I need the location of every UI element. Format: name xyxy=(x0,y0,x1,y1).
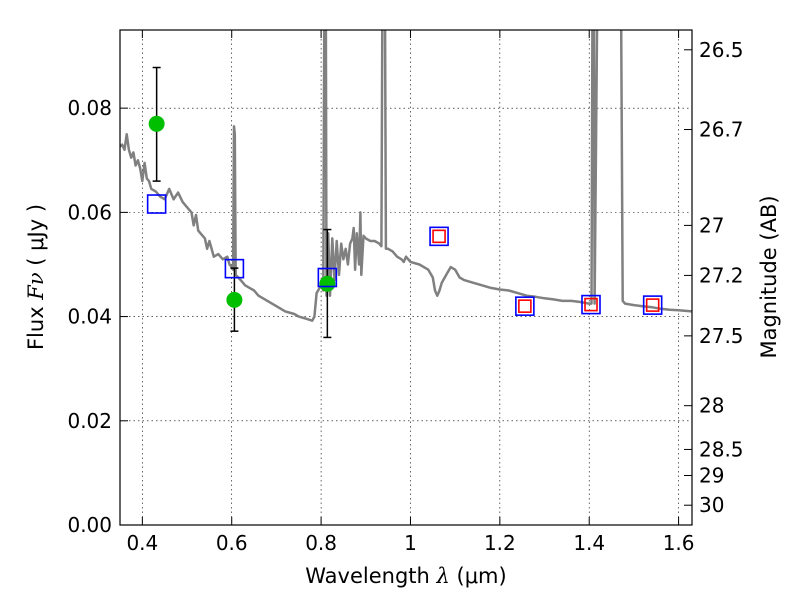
model-flux-square xyxy=(429,226,449,247)
y2-tick-label: 26.7 xyxy=(699,118,744,142)
observed-flux-point xyxy=(148,115,165,132)
predicted-flux-square xyxy=(432,229,446,244)
model-flux-square xyxy=(146,194,167,214)
y-tick-label: 0.08 xyxy=(67,96,112,120)
y2-tick-label: 29 xyxy=(699,464,724,488)
x-tick-label: 1.4 xyxy=(573,531,605,555)
y2-axis-title: Magnitude (AB) xyxy=(757,195,781,358)
y2-tick-label: 27 xyxy=(699,213,724,237)
y2-tick-label: 30 xyxy=(699,493,724,517)
observed-flux-point xyxy=(226,291,243,308)
model-flux-square xyxy=(642,295,663,315)
model-flux-square xyxy=(224,258,245,279)
model-spectrum-line xyxy=(120,30,692,322)
model-flux-square xyxy=(581,294,601,315)
x-axis-title: Wavelength λ (μm) xyxy=(305,564,506,588)
x-tick-label: 1.6 xyxy=(663,531,695,555)
predicted-flux-square xyxy=(518,299,532,313)
y-tick-label: 0.04 xyxy=(67,305,112,329)
observed-flux-point xyxy=(319,275,336,292)
y2-tick-label: 28 xyxy=(699,394,724,418)
model-flux-square xyxy=(515,296,535,316)
x-tick-label: 1.2 xyxy=(484,531,516,555)
plot-frame xyxy=(119,29,693,526)
x-tick-label: 0.8 xyxy=(305,531,337,555)
y2-tick-label: 27.2 xyxy=(699,263,744,287)
y-axis-title: Flux Fν ( μJy ) xyxy=(24,204,48,350)
y-tick-label: 0.06 xyxy=(67,200,112,224)
plot-area xyxy=(120,30,692,339)
x-tick-label: 0.4 xyxy=(126,531,158,555)
x-tick-label: 0.6 xyxy=(216,531,248,555)
predicted-flux-square xyxy=(645,298,660,312)
y2-tick-label: 27.5 xyxy=(699,324,744,348)
model-flux-square xyxy=(317,267,338,288)
x-tick-label: 1 xyxy=(404,531,417,555)
y-tick-label: 0.02 xyxy=(67,409,112,433)
y2-tick-label: 28.5 xyxy=(699,437,744,461)
y-tick-label: 0.00 xyxy=(67,513,112,537)
y2-tick-label: 26.5 xyxy=(699,38,744,62)
axis-ticks: 0.4 0.6 0.8 1 1.2 1.4 1.6 0.00 0.02 0.04 0.06 0.08 2… xyxy=(67,30,744,555)
predicted-flux-square xyxy=(584,297,598,312)
